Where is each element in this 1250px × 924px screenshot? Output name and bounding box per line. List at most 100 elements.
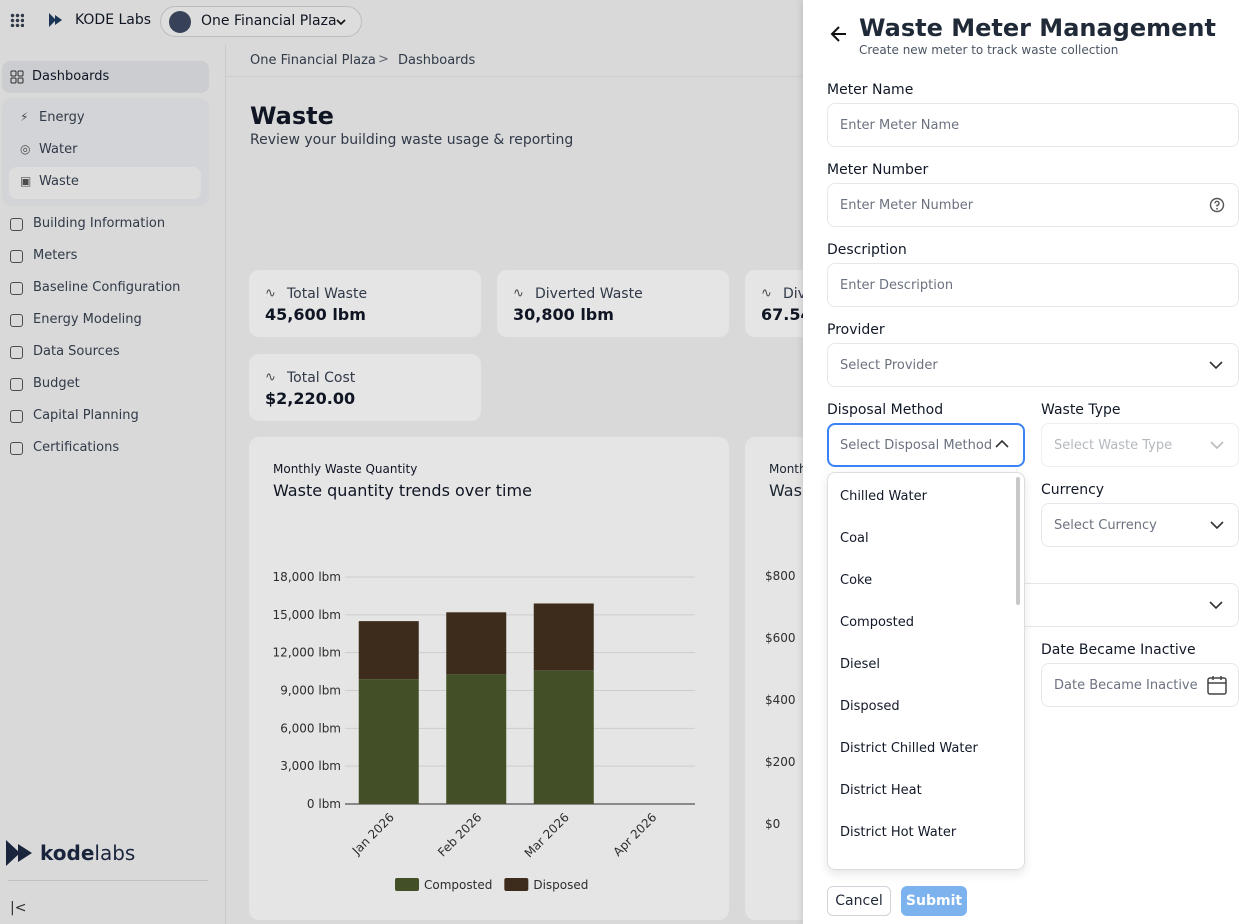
nav-icon [10,250,23,263]
dropdown-option[interactable]: Coke [840,573,873,588]
nav-icon [10,314,23,327]
nav-selected[interactable] [9,167,201,199]
chevron [1209,601,1223,610]
site-avatar [169,11,191,33]
legend-label: Composted [424,878,492,892]
text-input[interactable]: Enter Description [827,263,1239,307]
dropdown-option[interactable]: District Chilled Water [840,741,978,756]
kpi-value: 45,600 lbm [265,305,366,324]
nav-active[interactable]: Dashboards [2,61,209,93]
placeholder: Select Provider [840,358,938,373]
field-label: Meter Name [827,82,914,98]
legend-swatch [504,878,529,891]
nav-label[interactable]: Energy [39,110,85,125]
nav-label[interactable]: Capital Planning [33,408,139,423]
nav-label[interactable]: Budget [33,376,80,391]
kpi-icon: ∿ [513,286,524,301]
bar-segment [358,679,419,804]
placeholder: Enter Meter Number [840,198,974,213]
cancel-button[interactable]: Cancel [827,886,891,916]
drawer: Waste Meter Management Create new meter … [803,0,1250,924]
y-tick-label: $400 [765,693,796,707]
logo-mark [6,840,32,866]
nav-icon [10,282,23,295]
page-subtitle: Review your building waste usage & repor… [250,132,574,148]
calendar-icon[interactable] [1206,674,1228,696]
breadcrumb[interactable]: Dashboards [398,53,476,68]
bar-segment [358,621,419,680]
nav-label[interactable]: Waste [39,174,79,189]
chart-card: Monthly Waste Quantity Waste quantity tr… [249,437,729,920]
nav-icon [10,410,23,423]
select-disabled: Select Waste Type [1041,423,1239,467]
kpi-card: ∿ Diverted Waste 30,800 lbm [497,270,729,337]
dropdown-option[interactable]: District Hot Water [840,825,957,840]
y-tick-label: 0 lbm [307,797,341,811]
apps-icon[interactable] [10,13,24,27]
field-label: Meter Number [827,162,929,178]
kpi-label: Diverted Waste [535,286,643,302]
y-tick-label: 3,000 lbm [280,759,341,773]
breadcrumb[interactable]: One Financial Plaza [250,53,376,68]
overlay[interactable] [0,0,803,924]
field-label: Disposal Method [827,402,944,418]
nav-label[interactable]: Water [39,142,78,157]
cost-subtitle: Month [769,462,807,476]
field-label: Date Became Inactive [1041,642,1196,658]
bar-segment [446,612,507,675]
y-tick-label: $0 [765,817,781,831]
dropdown: Chilled Water Coal Coke Composted Diesel Disp… [827,472,1025,870]
back-button[interactable] [829,24,849,44]
site-name: One Financial Plaza [201,13,337,29]
kpi-value: 67.54 [761,305,812,324]
nav-icon: ◎ [20,142,31,156]
nav-label[interactable]: Meters [33,248,78,263]
chart-title: Waste quantity trends over time [273,481,532,500]
logo-bold: kode [40,841,95,865]
icon [10,70,24,84]
y-tick-label: $200 [765,755,796,769]
nav-label: Dashboards [32,69,110,84]
kpi-value: 30,800 lbm [513,305,614,324]
nav-label[interactable]: Certifications [33,440,120,455]
chevron [995,439,1009,448]
dropdown-option[interactable]: District Heat [840,783,922,798]
nav-label[interactable]: Building Information [33,216,166,231]
nav-label[interactable]: Baseline Configuration [33,280,181,295]
breadcrumb-bar [226,45,803,77]
nav-label[interactable]: Data Sources [33,344,120,359]
text-input[interactable]: Enter Meter Name [827,103,1239,147]
date-input[interactable]: Date Became Inactive [1041,663,1239,707]
help-icon[interactable] [1209,197,1225,213]
divider [8,880,208,881]
main: One Financial Plaza > Dashboards Waste R… [225,45,803,924]
y-tick-label: 9,000 lbm [280,684,341,698]
page-title: Waste [250,102,334,130]
dropdown-option[interactable]: Chilled Water [840,489,927,504]
field-label: Description [827,242,907,258]
nav-label[interactable]: Energy Modeling [33,312,142,327]
placeholder: Select Currency [1054,518,1157,533]
dropdown-option[interactable]: Diesel [840,657,881,672]
placeholder: Select Disposal Method [840,438,993,453]
site-selector[interactable]: One Financial Plaza [160,6,362,37]
select-open[interactable]: Select Disposal Method [827,423,1025,467]
dropdown-option[interactable]: Coal [840,531,869,546]
cost-title: Was [769,481,802,500]
kpi-card: ∿ Total Cost $2,220.00 [249,354,481,421]
kpi-icon: ∿ [761,286,772,301]
field-label: Currency [1041,482,1105,498]
chevron [1210,521,1224,530]
scrollbar[interactable] [1016,477,1020,605]
bar-segment [533,670,594,804]
dropdown-option[interactable]: Composted [840,615,915,630]
dropdown-option[interactable]: Disposed [840,699,900,714]
kpi-value: $2,220.00 [265,389,356,408]
collapse[interactable]: |< [10,900,27,916]
text-input[interactable]: Enter Meter Number [827,183,1239,227]
submit-button[interactable]: Submit [901,886,967,916]
select[interactable]: Select Provider [827,343,1239,387]
select[interactable]: Select Currency [1041,503,1239,547]
y-tick-label: 6,000 lbm [280,721,341,735]
kpi-icon: ∿ [265,370,276,385]
